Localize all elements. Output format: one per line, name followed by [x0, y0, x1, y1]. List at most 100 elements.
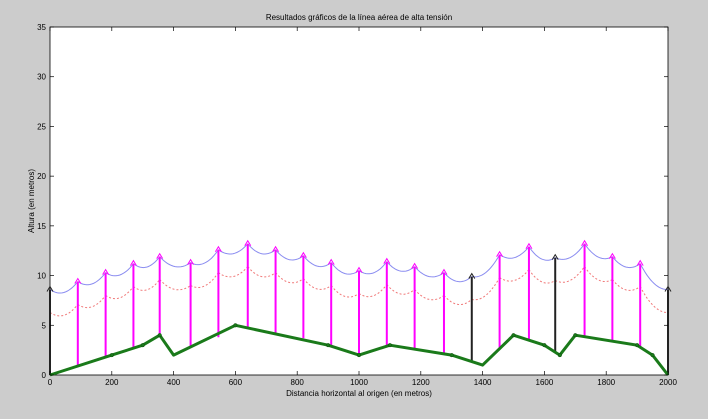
tower-top-marker — [355, 266, 363, 273]
x-tick-label: 200 — [105, 378, 119, 387]
cable-span — [190, 249, 219, 266]
clearance-span — [218, 266, 249, 278]
x-tick-label: 1800 — [597, 378, 615, 387]
clearance-span — [386, 284, 415, 295]
cable-span — [639, 263, 668, 290]
tower-top-marker — [383, 257, 391, 264]
tower-top-marker — [496, 250, 504, 257]
tower-series — [46, 239, 672, 375]
tower-top-marker — [440, 268, 448, 275]
cable-span — [443, 272, 473, 283]
terrain-point — [511, 333, 516, 338]
clearance-span — [330, 285, 360, 298]
tower-top-marker — [244, 239, 252, 247]
tower-top-marker — [156, 252, 164, 259]
tower-top-marker — [525, 242, 533, 249]
clearance-span — [275, 272, 304, 284]
y-tick-label: 0 — [42, 371, 47, 380]
clearance-span — [414, 289, 445, 301]
cable-span — [528, 246, 556, 261]
x-tick-label: 2000 — [659, 378, 677, 387]
x-tick-label: 800 — [291, 378, 305, 387]
terrain-point — [326, 343, 331, 348]
tower-top-marker — [102, 268, 110, 275]
tower-top-marker — [74, 277, 82, 284]
clearance-span — [303, 278, 332, 290]
terrain-point — [573, 333, 578, 338]
cable-span — [77, 272, 106, 286]
cable-span — [159, 256, 191, 268]
tower-top-marker — [551, 253, 559, 260]
clearance-span — [247, 266, 276, 278]
tower-top-marker — [46, 285, 54, 292]
x-tick-label: 1600 — [536, 378, 554, 387]
x-tick-label: 1000 — [350, 378, 368, 387]
cable-span — [105, 263, 134, 277]
clearance-span — [499, 269, 530, 282]
clearance-span — [584, 266, 613, 282]
tower-top-marker — [581, 239, 588, 247]
tower-top-marker — [636, 259, 644, 266]
y-tick-label: 20 — [37, 172, 46, 181]
clearance-span — [190, 272, 219, 288]
y-tick-label: 15 — [37, 222, 46, 231]
x-tick-label: 400 — [167, 378, 181, 387]
cable-span — [218, 243, 249, 255]
y-tick-label: 5 — [42, 321, 47, 330]
clearance-series — [49, 266, 668, 317]
cable-series — [49, 243, 668, 294]
clearance-span — [77, 295, 106, 309]
clearance-span — [612, 279, 641, 291]
terrain-point — [449, 353, 454, 358]
cable-span — [386, 261, 415, 272]
cable-span — [247, 243, 276, 255]
clearance-span — [471, 277, 501, 301]
tower-top-marker — [327, 258, 335, 265]
tower-top-marker — [411, 262, 419, 269]
cable-span — [303, 255, 332, 268]
cable-span — [555, 243, 585, 260]
x-axis-label: Distancia horizontal al origen (en metro… — [286, 389, 432, 398]
tower-top-marker — [468, 272, 476, 279]
x-axis: 0 200 400 600 800 1000 1200 1400 1600 1800 2000 — [48, 27, 677, 387]
terrain-line — [49, 323, 670, 377]
y-tick-label: 10 — [37, 272, 46, 281]
cable-span — [499, 246, 530, 259]
terrain-point — [157, 333, 162, 338]
tower-top-marker — [272, 245, 279, 252]
clearance-span — [358, 284, 388, 298]
y-axis-label: Altura (en metros) — [27, 169, 36, 233]
tower-top-marker — [299, 251, 307, 258]
x-tick-label: 600 — [229, 378, 243, 387]
terrain-point — [635, 343, 640, 348]
cable-span — [414, 266, 445, 278]
tower-top-marker — [187, 258, 195, 265]
cable-span — [471, 254, 501, 278]
x-tick-label: 1200 — [412, 378, 430, 387]
terrain-point — [542, 343, 547, 348]
cable-span — [275, 249, 304, 261]
cable-span — [584, 243, 613, 260]
cable-span — [49, 281, 79, 294]
chart-title: Resultados gráficos de la línea aérea de… — [266, 13, 452, 22]
clearance-span — [639, 286, 668, 313]
x-tick-label: 1400 — [474, 378, 492, 387]
tower-top-marker — [664, 285, 672, 292]
y-axis: 0 5 10 15 20 25 30 35 — [37, 23, 668, 380]
cable-span — [133, 256, 161, 269]
terrain-point — [650, 353, 655, 358]
clearance-span — [554, 266, 585, 283]
cable-span — [358, 261, 388, 275]
terrain-point — [387, 343, 392, 348]
tower-top-marker — [214, 245, 222, 252]
x-tick-label: 0 — [48, 378, 53, 387]
y-tick-label: 30 — [37, 73, 46, 82]
y-tick-label: 25 — [37, 122, 46, 131]
terrain-point — [233, 323, 238, 328]
tower-top-marker — [608, 252, 616, 259]
terrain-series — [49, 323, 670, 377]
clearance-span — [159, 279, 191, 291]
cable-span — [330, 262, 360, 275]
